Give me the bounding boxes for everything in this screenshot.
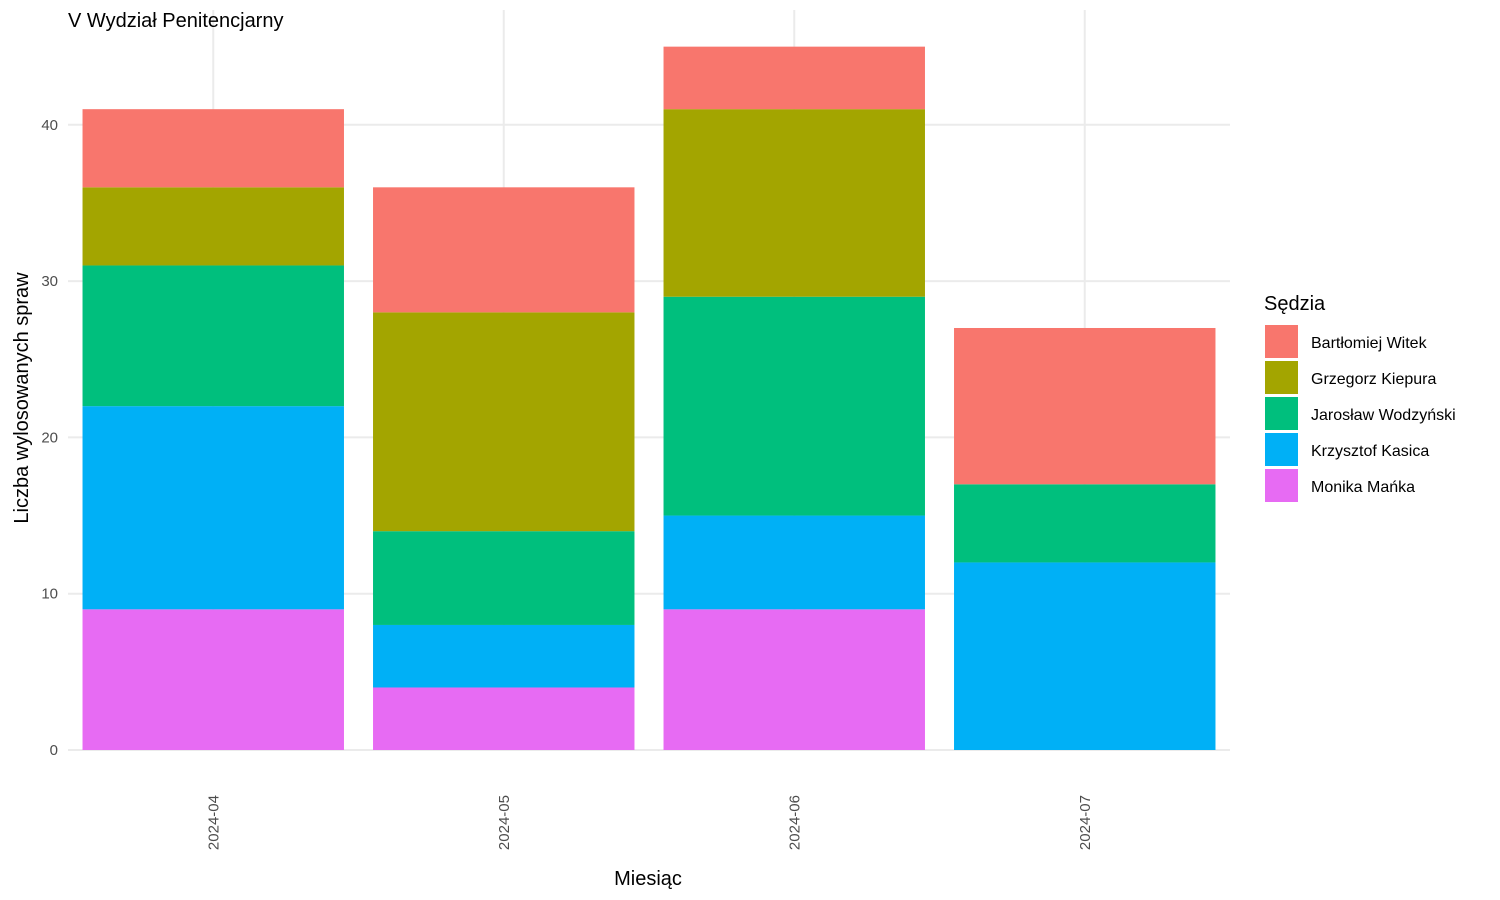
bar-segment (663, 609, 925, 750)
x-tick-label: 2024-05 (496, 795, 513, 850)
legend-label: Monika Mańka (1311, 479, 1415, 496)
y-tick-label: 10 (41, 586, 58, 603)
x-axis-title: Miesiąc (614, 868, 682, 890)
bar-segment (82, 609, 344, 750)
legend-label: Krzysztof Kasica (1311, 443, 1429, 460)
legend: Sędzia Bartłomiej Witek Grzegorz Kiepura J… (1264, 293, 1456, 502)
bar-segment (663, 109, 925, 297)
legend-title: Sędzia (1264, 293, 1326, 315)
bar-segment (663, 296, 925, 516)
bars (82, 46, 1216, 750)
y-tick-label: 40 (41, 117, 58, 134)
x-tick-label: 2024-07 (1077, 795, 1094, 850)
legend-swatch (1265, 433, 1298, 466)
legend-swatch (1265, 361, 1298, 394)
bar-segment (373, 531, 635, 625)
bar-segment (82, 187, 344, 266)
bar-segment (82, 265, 344, 407)
y-tick-label: 20 (41, 429, 58, 446)
bar-segment (954, 484, 1216, 563)
legend-swatch (1265, 469, 1298, 502)
legend-label: Bartłomiej Witek (1311, 335, 1428, 352)
bar-segment (663, 515, 925, 610)
bar-segment (663, 46, 925, 110)
legend-swatch (1265, 397, 1298, 430)
bar-segment (954, 562, 1216, 750)
bar-segment (373, 687, 635, 750)
y-axis-title: Liczba wylosowanych spraw (11, 272, 33, 524)
legend-label: Grzegorz Kiepura (1311, 371, 1436, 388)
bar-segment (82, 109, 344, 188)
bar-segment (82, 406, 344, 610)
chart-title: V Wydział Penitencjarny (68, 10, 283, 32)
y-tick-label: 30 (41, 273, 58, 290)
bar-segment (373, 187, 635, 313)
legend-label: Jarosław Wodzyński (1311, 407, 1456, 424)
bar-segment (373, 312, 635, 532)
x-axis-ticks: 2024-04 2024-05 2024-06 2024-07 (205, 795, 1094, 850)
y-tick-label: 0 (50, 742, 58, 759)
bar-segment (954, 327, 1216, 485)
x-tick-label: 2024-06 (786, 795, 803, 850)
bar-segment (373, 624, 635, 688)
x-tick-label: 2024-04 (205, 795, 222, 850)
y-axis-ticks: 0 10 20 30 40 (41, 117, 58, 759)
legend-swatch (1265, 325, 1298, 358)
